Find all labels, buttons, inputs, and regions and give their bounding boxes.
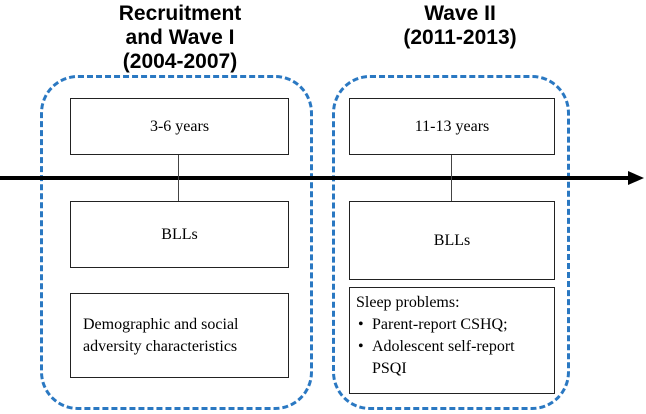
wave-2-connector xyxy=(451,155,452,201)
wave-2-group xyxy=(332,75,570,410)
wave-1-heading-line-3: (2004-2007) xyxy=(122,50,238,73)
wave-2-age-label: 11-13 years xyxy=(414,117,490,135)
wave-1-heading: Recruitment and Wave I (2004-2007) xyxy=(80,2,280,74)
wave-2-heading-line-1: Wave II xyxy=(424,2,496,25)
wave-1-heading-line-2: and Wave I xyxy=(125,26,235,49)
wave-1-heading-line-1: Recruitment xyxy=(118,2,242,25)
wave-2-heading-line-2: (2011-2013) xyxy=(403,26,517,49)
wave-2-details-heading: Sleep problems: xyxy=(356,294,460,311)
timeline-arrowhead xyxy=(628,171,644,185)
wave-2-details-item-text: Adolescent self-report PSQI xyxy=(372,338,515,377)
wave-1-age-label: 3-6 years xyxy=(149,117,210,135)
wave-2-details-item-text: Parent-report CSHQ; xyxy=(372,316,508,333)
wave-2-heading: Wave II (2011-2013) xyxy=(350,2,570,50)
wave-1-measure-label: BLLs xyxy=(161,225,198,243)
wave-1-details-box: Demographic and social adversity charact… xyxy=(70,293,289,378)
wave-2-measure-label: BLLs xyxy=(433,231,471,249)
wave-2-age-box: 11-13 years xyxy=(349,98,555,155)
wave-2-details-item: Adolescent self-report PSQI xyxy=(356,336,548,380)
wave-1-measure-box: BLLs xyxy=(70,201,289,268)
wave-2-measure-box: BLLs xyxy=(349,201,555,280)
wave-2-details-item: Parent-report CSHQ; xyxy=(356,314,548,336)
wave-1-age-box: 3-6 years xyxy=(70,98,289,155)
wave-1-connector xyxy=(178,155,179,201)
wave-1-details-text: Demographic and social adversity charact… xyxy=(83,315,239,355)
wave-2-details-list: Parent-report CSHQ; Adolescent self-repo… xyxy=(356,314,548,380)
wave-1-group xyxy=(40,75,313,410)
wave-2-details-box: Sleep problems: Parent-report CSHQ; Adol… xyxy=(349,287,555,394)
